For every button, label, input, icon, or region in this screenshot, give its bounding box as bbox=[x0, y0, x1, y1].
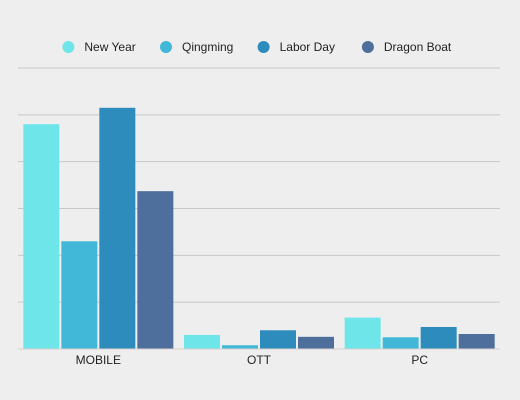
legend-label: Dragon Boat bbox=[384, 40, 452, 54]
x-tick-label: PC bbox=[411, 353, 428, 367]
legend-item-labor-day[interactable]: Labor Day bbox=[257, 40, 335, 54]
bar-pc-dragon-boat bbox=[458, 334, 495, 349]
legend-swatch bbox=[160, 41, 172, 53]
bar-pc-labor-day bbox=[420, 326, 457, 349]
legend-label: New Year bbox=[84, 40, 135, 54]
legend-swatch bbox=[257, 41, 270, 53]
bar-mobile-new-year bbox=[23, 124, 60, 349]
legend-item-qingming[interactable]: Qingming bbox=[160, 40, 233, 54]
x-tick-label: OTT bbox=[247, 353, 272, 367]
legend-item-new-year[interactable]: New Year bbox=[62, 40, 136, 54]
bars bbox=[23, 107, 495, 349]
bar-pc-qingming bbox=[382, 337, 419, 349]
bar-ott-labor-day bbox=[260, 330, 296, 349]
bar-ott-dragon-boat bbox=[298, 336, 334, 349]
x-tick-labels: MOBILE OTT PC bbox=[76, 353, 429, 367]
bar-mobile-dragon-boat bbox=[137, 191, 174, 349]
grid-lines bbox=[18, 67, 500, 303]
legend-swatch bbox=[361, 41, 374, 53]
bar-mobile-labor-day bbox=[99, 107, 136, 349]
bar-mobile-qingming bbox=[61, 241, 98, 349]
bar-pc-new-year bbox=[344, 317, 381, 349]
bar-ott-qingming bbox=[222, 345, 258, 349]
x-tick-label: MOBILE bbox=[76, 353, 121, 367]
legend-label: Qingming bbox=[182, 40, 233, 54]
legend-label: Labor Day bbox=[280, 40, 335, 54]
legend-item-dragon-boat[interactable]: Dragon Boat bbox=[361, 40, 452, 54]
legend-swatch bbox=[62, 41, 75, 53]
legend: New Year Qingming Labor Day Dragon Boat bbox=[62, 40, 452, 54]
bar-ott-new-year bbox=[184, 334, 220, 349]
